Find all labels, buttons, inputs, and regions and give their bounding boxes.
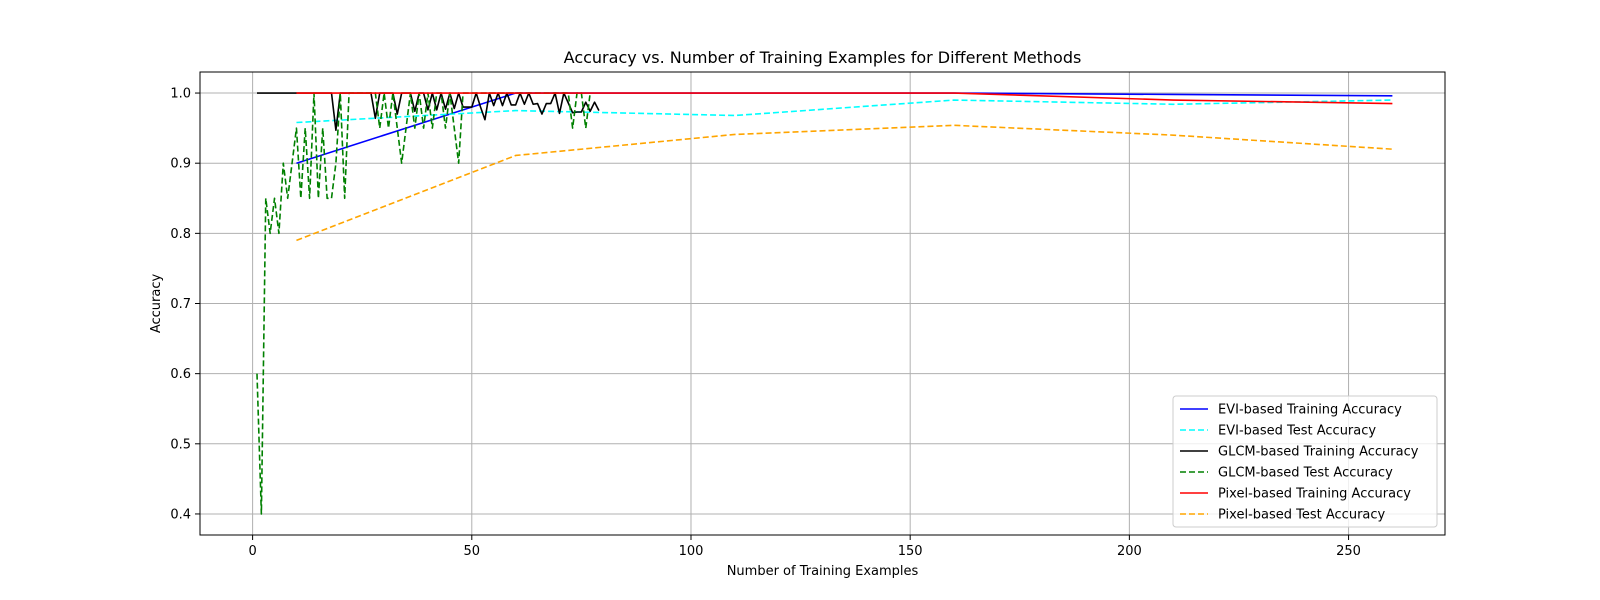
series-line <box>296 124 1393 242</box>
chart-title: Accuracy vs. Number of Training Examples… <box>564 48 1082 67</box>
legend-box <box>1172 395 1438 528</box>
series-line <box>296 99 1393 124</box>
legend-label: GLCM-based Training Accuracy <box>1218 445 1419 460</box>
series-line <box>296 92 1393 105</box>
legend-label: GLCM-based Test Accuracy <box>1218 466 1393 481</box>
y-tick-label: 0.8 <box>170 227 191 242</box>
axis-ticks: 0 50 100 150 200 250 0.4 0.5 0.6 0.7 0.8 0.9 1.0 <box>170 87 1361 559</box>
y-tick-label: 0.4 <box>170 507 191 522</box>
legend: EVI-based Training Accuracy EVI-based Tes… <box>1172 395 1438 528</box>
legend-label: Pixel-based Training Accuracy <box>1218 487 1411 502</box>
x-tick-label: 200 <box>1117 544 1142 559</box>
x-tick-label: 0 <box>248 544 256 559</box>
legend-label: EVI-based Test Accuracy <box>1218 424 1376 439</box>
y-tick-label: 0.7 <box>170 297 191 312</box>
series-line <box>256 92 591 515</box>
x-axis-title: Number of Training Examples <box>727 564 919 579</box>
y-tick-label: 0.6 <box>170 367 191 382</box>
y-tick-label: 0.5 <box>170 437 191 452</box>
y-tick-label: 1.0 <box>170 87 191 102</box>
x-tick-label: 150 <box>898 544 923 559</box>
y-tick-label: 0.9 <box>170 157 191 172</box>
plot-lines <box>256 92 1393 515</box>
x-tick-label: 50 <box>464 544 481 559</box>
x-tick-label: 250 <box>1336 544 1361 559</box>
legend-label: EVI-based Training Accuracy <box>1218 403 1402 418</box>
x-tick-label: 100 <box>679 544 704 559</box>
y-axis-title: Accuracy <box>149 274 164 334</box>
legend-label: Pixel-based Test Accuracy <box>1218 508 1386 523</box>
